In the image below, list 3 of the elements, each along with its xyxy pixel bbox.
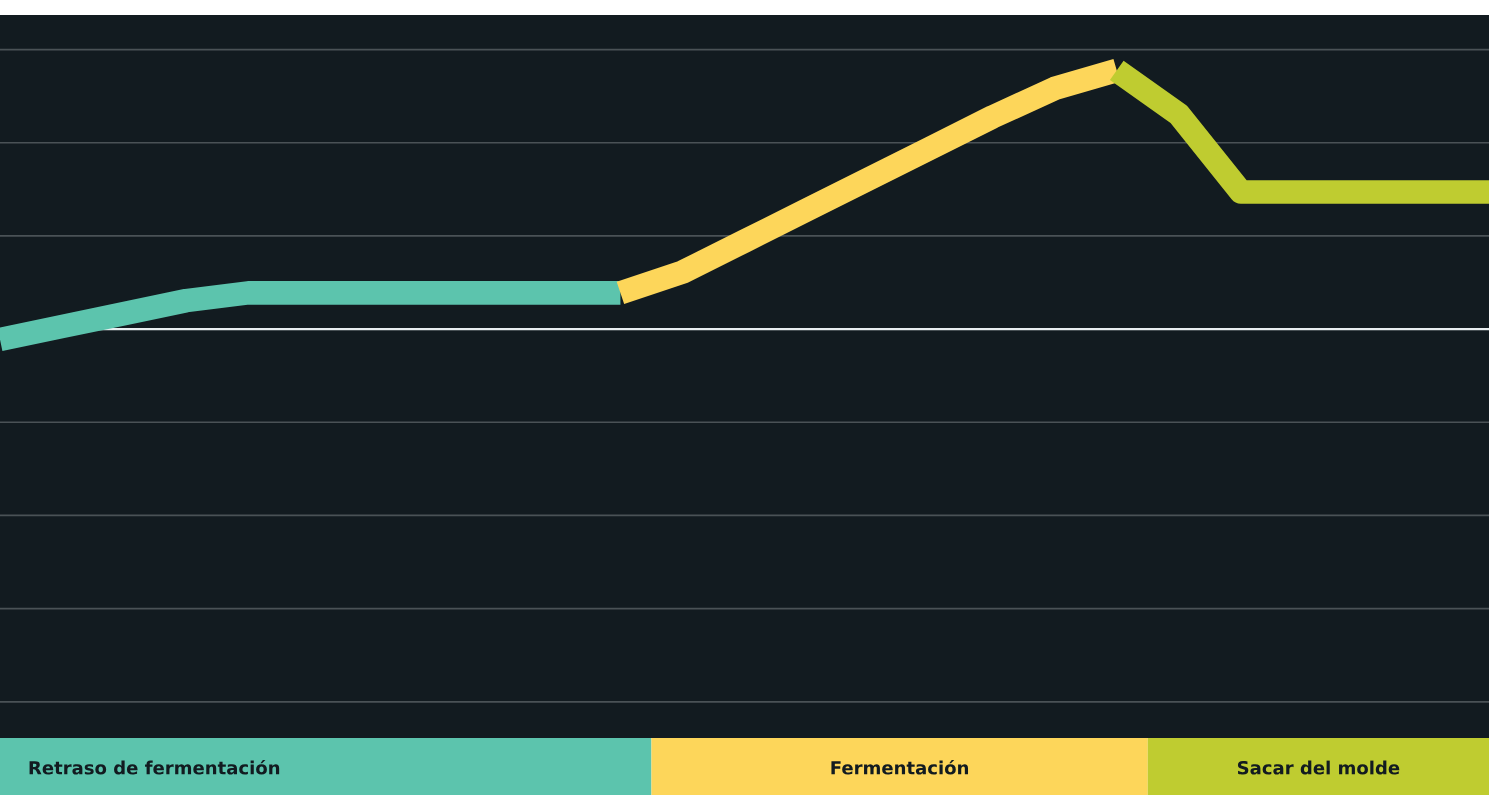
text: Retraso de fermentación <box>29 759 280 775</box>
text: Fermentación <box>831 759 969 775</box>
text: Sacar del molde <box>1237 760 1400 775</box>
